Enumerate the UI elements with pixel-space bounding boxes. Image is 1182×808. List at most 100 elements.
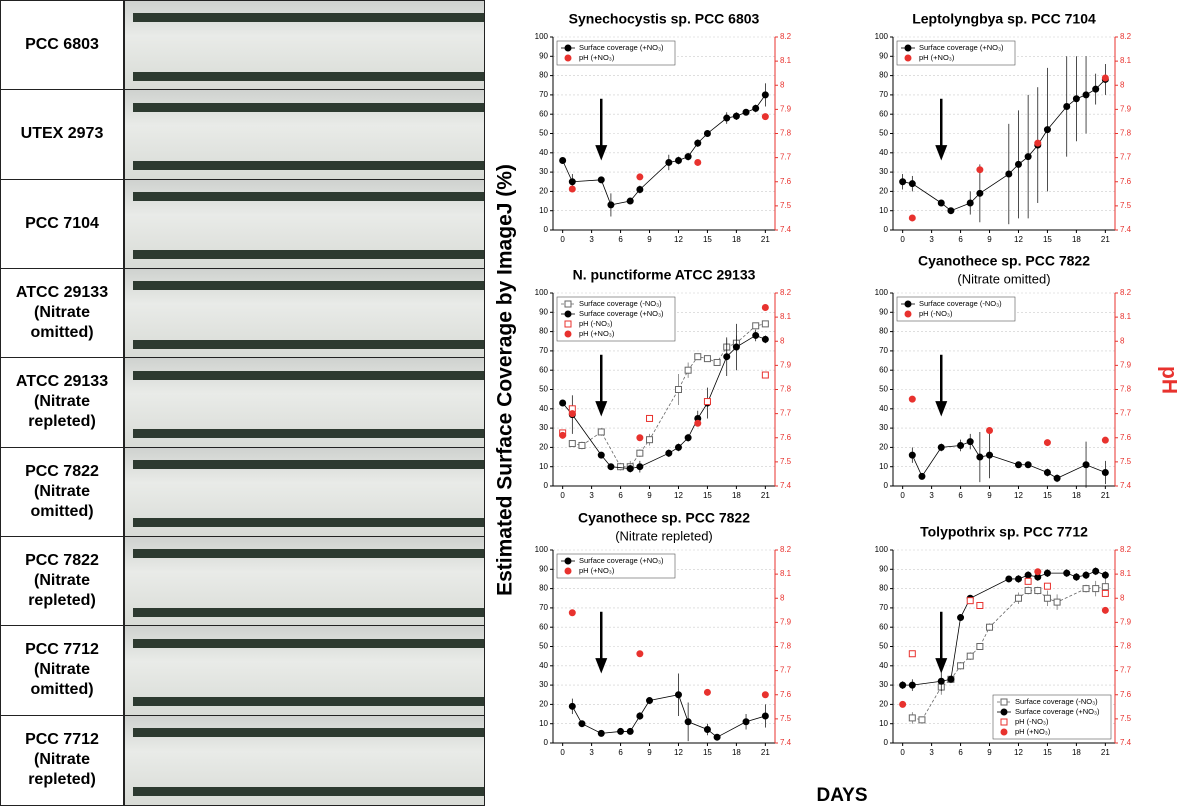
y-tick-label: 70 <box>539 90 548 99</box>
y2-tick-label: 8 <box>1120 80 1125 89</box>
legend-label: Surface coverage (+NO₃) <box>579 309 664 318</box>
legend-marker <box>564 44 572 52</box>
row-label-line: PCC 7822 <box>25 552 99 570</box>
legend-label: pH (-NO₃) <box>919 309 953 318</box>
y2-tick-label: 7.6 <box>780 690 792 699</box>
x-tick-label: 6 <box>618 748 623 757</box>
marker <box>665 449 673 457</box>
arrow-head <box>595 145 608 161</box>
y2-tick-label: 7.5 <box>1120 714 1132 723</box>
photo <box>125 715 484 805</box>
y-tick-label: 40 <box>879 404 888 413</box>
x-tick-label: 21 <box>761 491 770 500</box>
y2-tick-label: 7.5 <box>780 714 792 723</box>
marker <box>674 691 682 699</box>
marker <box>703 355 711 363</box>
marker <box>684 153 692 161</box>
marker <box>899 178 907 186</box>
marker <box>947 675 955 683</box>
legend-label: Surface coverage (+NO₃) <box>1015 707 1100 716</box>
y-tick-label: 40 <box>539 661 548 670</box>
y2-tick-label: 7.9 <box>1120 360 1132 369</box>
marker <box>684 718 692 726</box>
x-tick-label: 21 <box>761 235 770 244</box>
row-label: UTEX 2973 <box>1 90 125 179</box>
y2-tick-label: 8 <box>780 336 785 345</box>
y-tick-label: 50 <box>539 385 548 394</box>
y-tick-label: 10 <box>879 719 888 728</box>
table-row: PCC 7822 (Nitrate omitted) <box>1 447 484 537</box>
row-label-line: PCC 6803 <box>25 36 99 54</box>
y-tick-label: 0 <box>544 225 549 234</box>
y2-tick-label: 7.6 <box>780 433 792 442</box>
photo <box>125 626 484 715</box>
arrow-head <box>935 145 948 161</box>
x-tick-label: 0 <box>900 491 905 500</box>
marker <box>899 681 907 689</box>
legend-label: pH (+NO₃) <box>919 53 955 62</box>
legend-marker <box>904 44 912 52</box>
y2-tick-label: 7.6 <box>1120 433 1132 442</box>
y-tick-label: 90 <box>879 307 888 316</box>
y2-tick-label: 8.1 <box>1120 312 1132 321</box>
y2-tick-label: 7.8 <box>1120 129 1132 138</box>
marker <box>597 451 605 459</box>
series-line <box>912 586 1106 721</box>
x-tick-label: 9 <box>987 235 992 244</box>
table-row: PCC 6803 <box>1 1 484 91</box>
x-tick-label: 3 <box>929 748 934 757</box>
x-tick-label: 0 <box>560 748 565 757</box>
chart-subtitle: (Nitrate repleted) <box>615 528 713 543</box>
legend-marker <box>904 54 912 62</box>
y-tick-label: 10 <box>539 462 548 471</box>
marker <box>674 386 682 393</box>
y-tick-label: 50 <box>879 642 888 651</box>
table-row: PCC 7822 (Nitrate repleted) <box>1 537 484 627</box>
x-tick-label: 6 <box>958 235 963 244</box>
marker <box>568 440 576 448</box>
marker <box>694 419 702 427</box>
x-tick-label: 15 <box>1043 235 1052 244</box>
y-tick-label: 20 <box>879 443 888 452</box>
marker <box>1063 569 1071 577</box>
y-tick-label: 20 <box>539 700 548 709</box>
y-tick-label: 30 <box>879 167 888 176</box>
marker <box>636 650 644 658</box>
marker <box>713 733 721 741</box>
marker <box>976 189 984 197</box>
marker <box>1101 589 1109 597</box>
marker <box>1101 606 1109 614</box>
legend-marker <box>564 567 572 575</box>
row-label-line: (Nitrate <box>33 661 90 679</box>
marker <box>1101 74 1109 82</box>
y-tick-label: 20 <box>879 187 888 196</box>
y-tick-label: 100 <box>875 32 889 41</box>
marker <box>607 463 615 471</box>
series-line <box>902 79 1106 212</box>
marker <box>1024 587 1032 595</box>
marker <box>986 623 994 631</box>
x-tick-label: 18 <box>732 748 741 757</box>
marker <box>1053 598 1061 606</box>
row-label: PCC 6803 <box>1 1 125 90</box>
x-tick-label: 9 <box>987 491 992 500</box>
y-tick-label: 80 <box>879 584 888 593</box>
row-label: PCC 7822 (Nitrate repleted) <box>1 537 125 626</box>
arrow-head <box>935 658 948 674</box>
y2-tick-label: 7.5 <box>780 457 792 466</box>
y-tick-label: 0 <box>884 225 889 234</box>
row-label-line: PCC 7712 <box>25 731 99 749</box>
y-tick-label: 100 <box>875 288 889 297</box>
marker <box>703 688 711 696</box>
marker <box>568 178 576 186</box>
photo <box>125 90 484 179</box>
y-tick-label: 80 <box>539 327 548 336</box>
y2-tick-label: 7.8 <box>780 385 792 394</box>
marker <box>752 331 760 339</box>
legend-label: Surface coverage (+NO₃) <box>579 556 664 565</box>
marker <box>1063 102 1071 110</box>
row-label-line: (Nitrate <box>33 482 90 500</box>
legend-label: pH (-NO₃) <box>579 319 613 328</box>
y-tick-label: 70 <box>539 346 548 355</box>
marker <box>568 609 576 617</box>
